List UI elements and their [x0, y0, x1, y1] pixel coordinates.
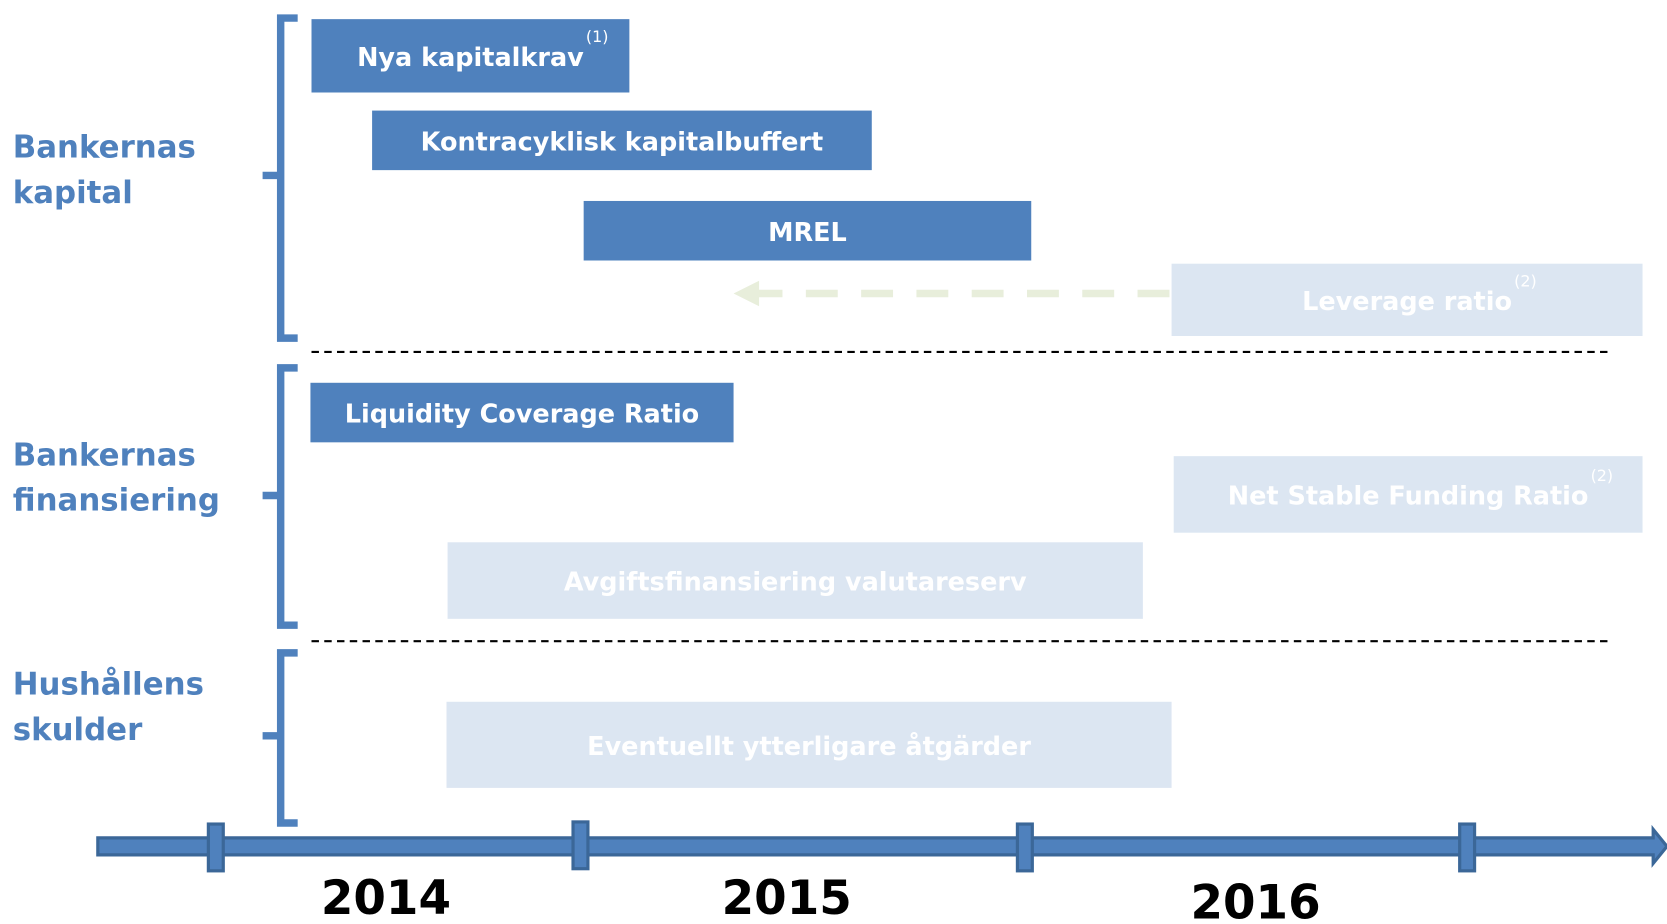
bar-label: Net Stable Funding Ratio	[1228, 482, 1589, 512]
bar-label: Leverage ratio	[1302, 287, 1512, 317]
bar	[447, 542, 1143, 619]
bar-label: Liquidity Coverage Ratio	[345, 400, 699, 430]
group-label: Bankernas	[13, 438, 196, 474]
axis-tick	[206, 822, 225, 873]
bar-label: Kontracyklisk kapitalbuffert	[421, 128, 824, 158]
group-label: skulder	[13, 712, 143, 748]
timeline-axis	[96, 820, 1667, 873]
axis-tick	[1458, 822, 1477, 873]
axis-tick	[1015, 822, 1034, 873]
braces	[262, 14, 298, 827]
brace	[262, 649, 298, 827]
group-label: finansiering	[13, 482, 220, 518]
bar-label: Eventuellt ytterligare åtgärder	[587, 732, 1031, 762]
bar	[583, 200, 1032, 261]
footnote-marker: (2)	[1514, 271, 1537, 290]
bar	[446, 701, 1172, 788]
arrow-head	[733, 280, 760, 307]
bar-label: Nya kapitalkrav	[357, 43, 584, 73]
bar	[1171, 263, 1643, 336]
bar	[1173, 456, 1643, 533]
year-label: 2014	[321, 872, 451, 924]
year-label: 2016	[1190, 876, 1320, 924]
year-label: 2015	[722, 872, 852, 924]
footnote-marker: (2)	[1591, 466, 1614, 485]
bar	[311, 19, 630, 93]
brace	[262, 364, 298, 629]
brace	[262, 14, 298, 342]
group-label: Bankernas	[13, 129, 196, 165]
bar-label: MREL	[768, 218, 847, 248]
footnote-marker: (1)	[586, 27, 609, 46]
bar	[310, 382, 734, 443]
group-label: kapital	[13, 175, 133, 211]
group-label: Hushållens	[13, 666, 204, 702]
bar-label: Avgiftsfinansiering valutareserv	[564, 568, 1027, 598]
axis-arrow	[96, 824, 1667, 868]
bar	[372, 110, 872, 171]
axis-tick	[571, 820, 590, 871]
